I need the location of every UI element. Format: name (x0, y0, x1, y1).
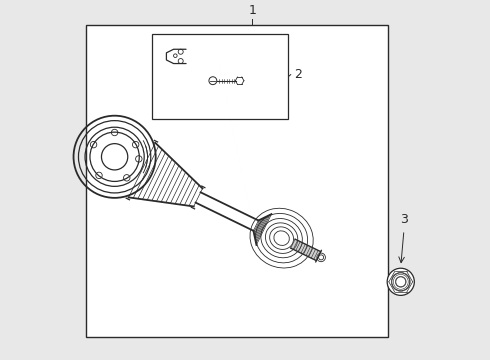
Text: 3: 3 (400, 213, 408, 226)
Bar (86, 24, 388, 337)
Polygon shape (291, 239, 321, 261)
Bar (152, 33, 288, 119)
Text: 1: 1 (248, 4, 256, 17)
Circle shape (387, 268, 415, 296)
Text: 2: 2 (294, 68, 302, 81)
